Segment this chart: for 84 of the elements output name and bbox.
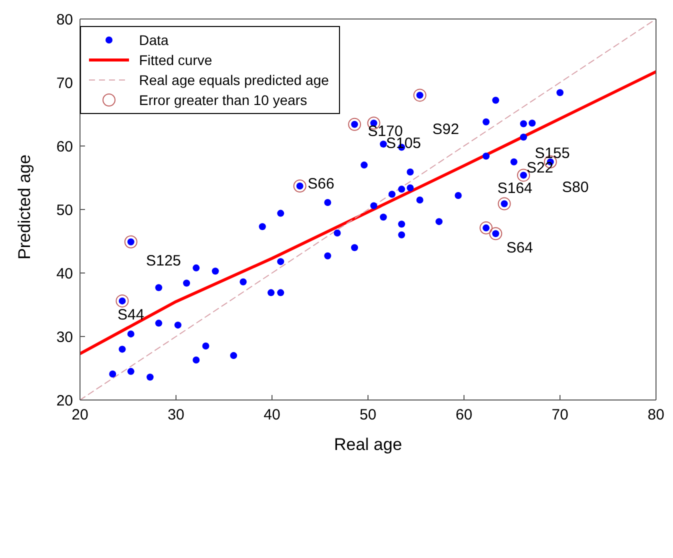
point bbox=[146, 374, 154, 381]
point bbox=[334, 229, 341, 236]
y-tick-label: 50 bbox=[56, 202, 73, 219]
x-tick-label: 80 bbox=[648, 406, 664, 424]
point bbox=[118, 346, 126, 353]
annotation: S155 bbox=[534, 145, 570, 162]
point bbox=[268, 289, 275, 296]
y-tick-label: 20 bbox=[56, 392, 73, 410]
x-tick-label: 60 bbox=[456, 406, 472, 424]
point bbox=[380, 214, 387, 221]
annotation: S22 bbox=[526, 160, 554, 177]
point bbox=[212, 268, 219, 275]
annotation: S125 bbox=[146, 252, 182, 270]
point bbox=[520, 120, 528, 128]
point bbox=[230, 352, 238, 360]
point bbox=[498, 197, 511, 210]
point bbox=[351, 244, 358, 252]
point bbox=[398, 220, 406, 228]
point bbox=[489, 227, 502, 240]
x-tick-label: 40 bbox=[264, 406, 280, 424]
point bbox=[398, 231, 406, 238]
point bbox=[258, 223, 266, 230]
point bbox=[406, 184, 414, 192]
x-tick-label: 70 bbox=[552, 406, 568, 424]
point bbox=[124, 235, 138, 248]
annotation: S80 bbox=[562, 178, 589, 196]
point bbox=[370, 202, 378, 210]
point bbox=[127, 368, 134, 375]
point bbox=[492, 96, 500, 104]
y-tick-label: 80 bbox=[56, 11, 73, 28]
point bbox=[277, 289, 284, 296]
point bbox=[510, 158, 518, 166]
annotation: S66 bbox=[308, 176, 334, 193]
x-tick-label: 20 bbox=[72, 406, 88, 424]
x-tick-label: 30 bbox=[168, 406, 184, 424]
point bbox=[155, 320, 162, 327]
legend-label: Real age equals predicted age bbox=[139, 72, 329, 88]
point bbox=[116, 294, 129, 308]
y-tick-label: 70 bbox=[56, 74, 73, 92]
point bbox=[127, 330, 134, 338]
point bbox=[416, 196, 424, 204]
point bbox=[293, 180, 306, 193]
point bbox=[277, 210, 284, 217]
legend-label: Data bbox=[139, 32, 169, 48]
annotation: S92 bbox=[432, 120, 460, 138]
point bbox=[174, 322, 182, 329]
point bbox=[202, 342, 210, 350]
legend-label: Error greater than 10 years bbox=[139, 92, 308, 108]
point bbox=[183, 280, 190, 287]
point bbox=[480, 221, 493, 234]
point bbox=[277, 258, 284, 266]
point bbox=[192, 264, 200, 272]
point bbox=[109, 370, 116, 378]
point bbox=[348, 118, 362, 131]
point bbox=[398, 186, 406, 193]
point bbox=[388, 190, 396, 198]
annotation: S64 bbox=[506, 240, 534, 257]
point bbox=[520, 134, 528, 141]
point bbox=[454, 192, 462, 200]
point bbox=[436, 218, 443, 226]
point bbox=[528, 120, 536, 127]
x-axis-title: Real age bbox=[334, 435, 402, 454]
y-tick-label: 40 bbox=[56, 265, 73, 282]
y-tick-label: 60 bbox=[56, 138, 73, 156]
point bbox=[482, 118, 490, 126]
annotation: S164 bbox=[497, 180, 532, 198]
point bbox=[324, 199, 332, 206]
point bbox=[192, 356, 200, 364]
annotation: S44 bbox=[118, 306, 144, 324]
point bbox=[360, 162, 368, 169]
line-series bbox=[80, 70, 656, 356]
x-tick-label: 50 bbox=[360, 406, 376, 424]
point bbox=[406, 168, 414, 176]
point bbox=[556, 89, 564, 96]
annotation: S105 bbox=[386, 134, 422, 152]
point bbox=[482, 152, 490, 160]
point bbox=[240, 278, 247, 286]
point bbox=[324, 252, 332, 260]
point bbox=[155, 284, 162, 292]
point bbox=[380, 140, 387, 148]
y-axis-title: Predicted age bbox=[15, 154, 34, 260]
legend-label: Fitted curve bbox=[139, 52, 212, 68]
y-tick-label: 30 bbox=[56, 328, 73, 346]
point bbox=[413, 88, 426, 102]
